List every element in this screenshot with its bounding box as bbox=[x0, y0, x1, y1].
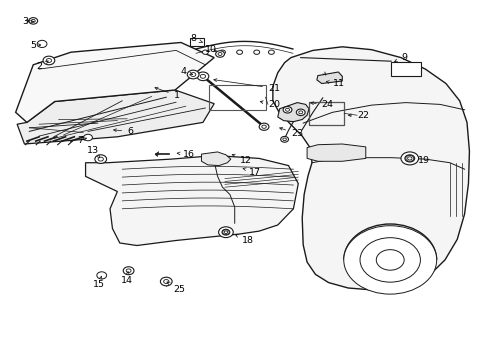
Polygon shape bbox=[272, 47, 468, 290]
Circle shape bbox=[359, 238, 420, 282]
Text: 5: 5 bbox=[30, 40, 41, 49]
Text: 4: 4 bbox=[181, 68, 192, 77]
Text: 3: 3 bbox=[22, 17, 34, 26]
Circle shape bbox=[236, 50, 242, 54]
Text: 14: 14 bbox=[121, 271, 133, 284]
Text: 24: 24 bbox=[310, 100, 333, 109]
Bar bbox=[189, 38, 204, 46]
Text: 6: 6 bbox=[113, 127, 133, 136]
Bar bbox=[308, 102, 344, 125]
Circle shape bbox=[29, 18, 38, 24]
Text: 9: 9 bbox=[394, 53, 406, 62]
Circle shape bbox=[400, 152, 418, 165]
Circle shape bbox=[160, 277, 172, 286]
Circle shape bbox=[215, 51, 224, 57]
Text: 22: 22 bbox=[347, 111, 368, 120]
Circle shape bbox=[298, 111, 302, 114]
Circle shape bbox=[202, 50, 208, 54]
Bar bbox=[308, 102, 344, 125]
Circle shape bbox=[282, 138, 286, 141]
Text: 13: 13 bbox=[87, 145, 100, 158]
Circle shape bbox=[405, 156, 413, 161]
Circle shape bbox=[343, 226, 436, 294]
Circle shape bbox=[404, 155, 414, 162]
Text: 8: 8 bbox=[190, 34, 202, 43]
Circle shape bbox=[126, 269, 131, 273]
Circle shape bbox=[83, 134, 92, 141]
Circle shape bbox=[259, 123, 268, 130]
Text: 11: 11 bbox=[325, 79, 344, 88]
Text: 18: 18 bbox=[235, 235, 254, 245]
Circle shape bbox=[197, 72, 208, 81]
Circle shape bbox=[224, 231, 227, 234]
Circle shape bbox=[280, 136, 288, 142]
Circle shape bbox=[219, 50, 225, 54]
Text: 21: 21 bbox=[213, 79, 280, 93]
Bar bbox=[390, 62, 420, 76]
Circle shape bbox=[31, 19, 35, 22]
Polygon shape bbox=[85, 156, 298, 246]
Polygon shape bbox=[277, 103, 308, 122]
Text: 19: 19 bbox=[417, 156, 429, 165]
Circle shape bbox=[222, 229, 229, 235]
Circle shape bbox=[218, 53, 222, 55]
Text: 16: 16 bbox=[177, 150, 195, 158]
Circle shape bbox=[123, 267, 134, 275]
Circle shape bbox=[43, 56, 55, 65]
Circle shape bbox=[268, 50, 274, 54]
Text: 7: 7 bbox=[77, 136, 86, 145]
Circle shape bbox=[187, 70, 199, 79]
Text: 20: 20 bbox=[260, 100, 280, 109]
Circle shape bbox=[97, 272, 106, 279]
Circle shape bbox=[376, 250, 404, 270]
Polygon shape bbox=[316, 72, 342, 84]
Circle shape bbox=[296, 109, 305, 116]
Text: 10: 10 bbox=[205, 45, 217, 54]
Polygon shape bbox=[17, 90, 214, 144]
Polygon shape bbox=[201, 152, 230, 166]
Text: 23: 23 bbox=[279, 127, 303, 138]
Circle shape bbox=[163, 280, 168, 283]
Circle shape bbox=[283, 107, 291, 113]
Circle shape bbox=[95, 155, 106, 163]
Polygon shape bbox=[16, 42, 214, 122]
Text: 1: 1 bbox=[155, 87, 179, 100]
Circle shape bbox=[218, 227, 233, 238]
Text: 12: 12 bbox=[232, 154, 251, 165]
Bar bbox=[209, 85, 265, 110]
Circle shape bbox=[37, 40, 47, 48]
Text: 15: 15 bbox=[93, 276, 105, 289]
Circle shape bbox=[407, 157, 411, 160]
Polygon shape bbox=[306, 144, 365, 161]
Circle shape bbox=[200, 75, 205, 78]
Circle shape bbox=[285, 108, 289, 111]
Text: 25: 25 bbox=[166, 282, 185, 294]
Circle shape bbox=[222, 230, 229, 235]
Text: 2: 2 bbox=[37, 61, 48, 71]
Circle shape bbox=[253, 50, 259, 54]
Text: 17: 17 bbox=[243, 167, 261, 176]
Circle shape bbox=[98, 157, 103, 161]
Circle shape bbox=[262, 125, 265, 129]
Circle shape bbox=[190, 73, 195, 76]
Circle shape bbox=[46, 59, 51, 62]
